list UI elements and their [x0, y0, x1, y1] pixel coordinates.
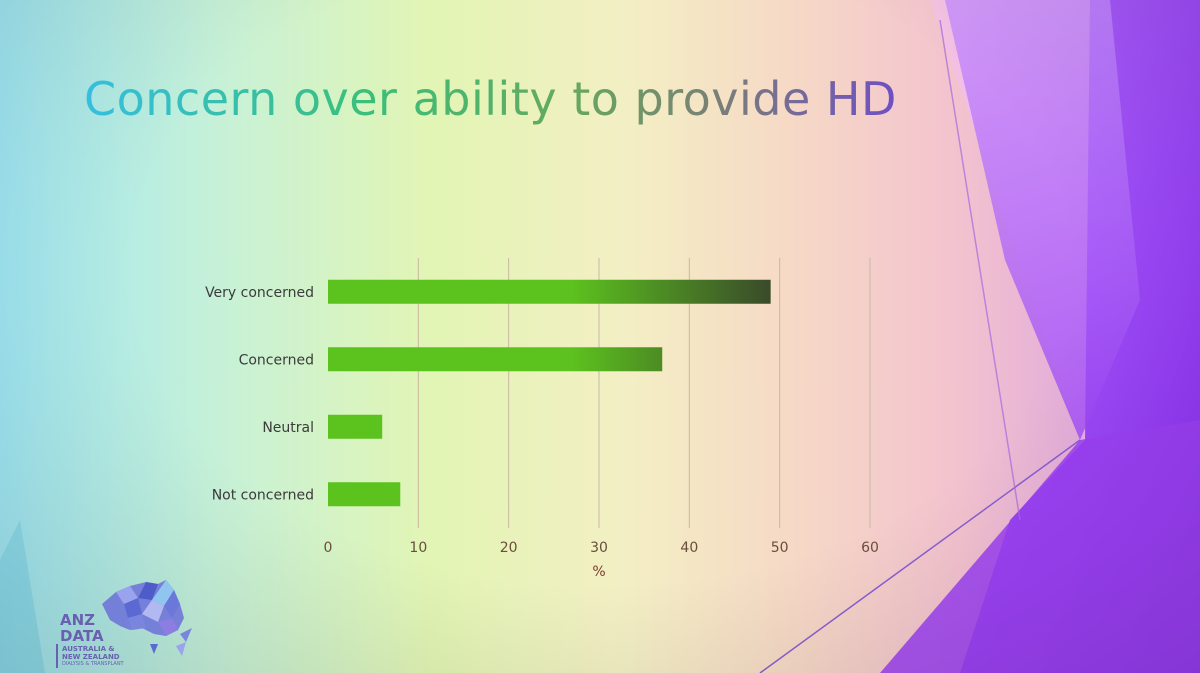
x-tick-label: 20 [500, 540, 518, 556]
x-tick-label: 10 [409, 540, 427, 556]
x-tick-label: 0 [324, 540, 333, 556]
logo-text-dialysis-transplant: DIALYSIS & TRANSPLANT [62, 661, 124, 667]
bar-neutral [328, 414, 383, 439]
category-label: Neutral [262, 420, 314, 436]
anzdata-logo: ANZ DATA AUSTRALIA & NEW ZEALAND DIALYSI… [50, 578, 220, 670]
x-tick-label: 50 [771, 540, 789, 556]
deco-purple-shape-upper [945, 0, 1140, 440]
category-label: Concerned [239, 352, 314, 368]
deco-purple-shape-lower [880, 420, 1200, 673]
bars [328, 279, 771, 507]
logo-text-australia: AUSTRALIA & [62, 645, 115, 653]
bar-very-concerned [328, 279, 771, 304]
bar-concerned [328, 347, 663, 372]
x-axis-title: % [592, 564, 605, 580]
bar-not-concerned [328, 482, 401, 507]
x-tick-label: 30 [590, 540, 608, 556]
labels: 0 10 20 30 40 50 60% Very concerned Concerned Neu… [205, 285, 879, 580]
logo-text-new-zealand: NEW ZEALAND [62, 653, 120, 661]
x-tick-label: 60 [861, 540, 879, 556]
logo-divider [56, 644, 58, 668]
deco-diagonal-line [759, 439, 1081, 673]
deco-left-teal-strip [0, 520, 45, 673]
australia-map-logo-graphic [102, 580, 192, 656]
deco-vertical-line [939, 19, 1021, 521]
x-tick-label: 40 [680, 540, 698, 556]
category-label: Very concerned [205, 285, 314, 301]
logo-text-data: DATA [60, 627, 104, 645]
logo-text-anz: ANZ [60, 611, 96, 629]
category-label: Not concerned [212, 487, 314, 503]
slide-title: Concern over ability to provide HD [84, 72, 897, 126]
